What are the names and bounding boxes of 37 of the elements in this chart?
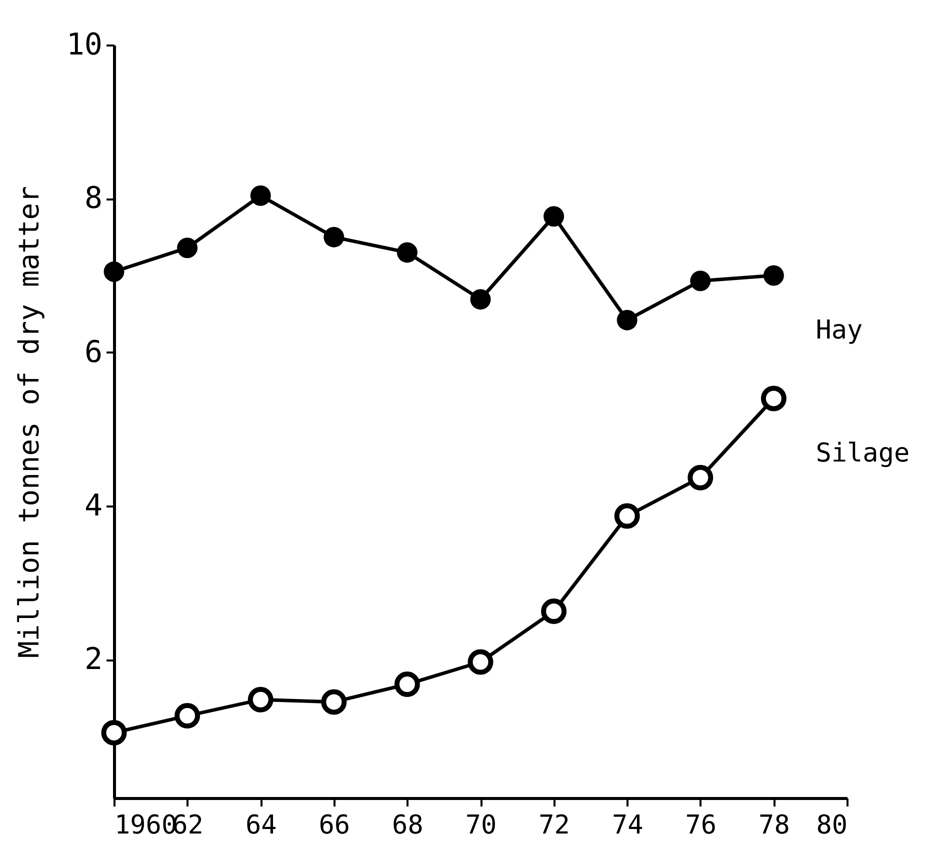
- y-tick-label: 8: [84, 181, 102, 216]
- point: [324, 226, 344, 248]
- point: [544, 206, 564, 227]
- point: [541, 598, 567, 624]
- x-tick-label: 72: [538, 810, 570, 840]
- x-tick-label: 66: [318, 810, 350, 840]
- point: [104, 261, 124, 282]
- point: [690, 270, 711, 292]
- point: [248, 686, 274, 712]
- x-tick-label: 80: [816, 810, 848, 840]
- y-axis-title: Million tonnes of dry matter: [12, 186, 46, 658]
- x-tick-label: 74: [612, 810, 644, 840]
- series-label: Silage: [816, 438, 910, 468]
- point: [394, 672, 420, 698]
- point: [250, 185, 271, 206]
- point: [616, 310, 638, 330]
- y-tick-label: 6: [84, 334, 102, 370]
- x-tick-label: 64: [245, 810, 277, 840]
- point: [396, 242, 418, 263]
- y-tick-label: 2: [84, 642, 102, 678]
- point: [177, 238, 198, 258]
- x-tick-label: 76: [685, 810, 717, 840]
- y-tick-label: 10: [66, 28, 102, 62]
- point: [470, 289, 491, 310]
- point: [614, 503, 640, 529]
- point: [763, 265, 784, 286]
- series-label: Hay: [816, 316, 863, 346]
- point: [688, 464, 714, 490]
- point: [468, 649, 494, 675]
- y-tick-label: 4: [84, 488, 102, 524]
- point: [321, 689, 347, 715]
- x-tick-label: 68: [392, 810, 424, 840]
- point: [760, 386, 786, 412]
- point: [101, 720, 127, 746]
- x-tick-label: 70: [465, 810, 497, 840]
- point: [174, 703, 200, 729]
- x-tick-label: 78: [758, 810, 790, 840]
